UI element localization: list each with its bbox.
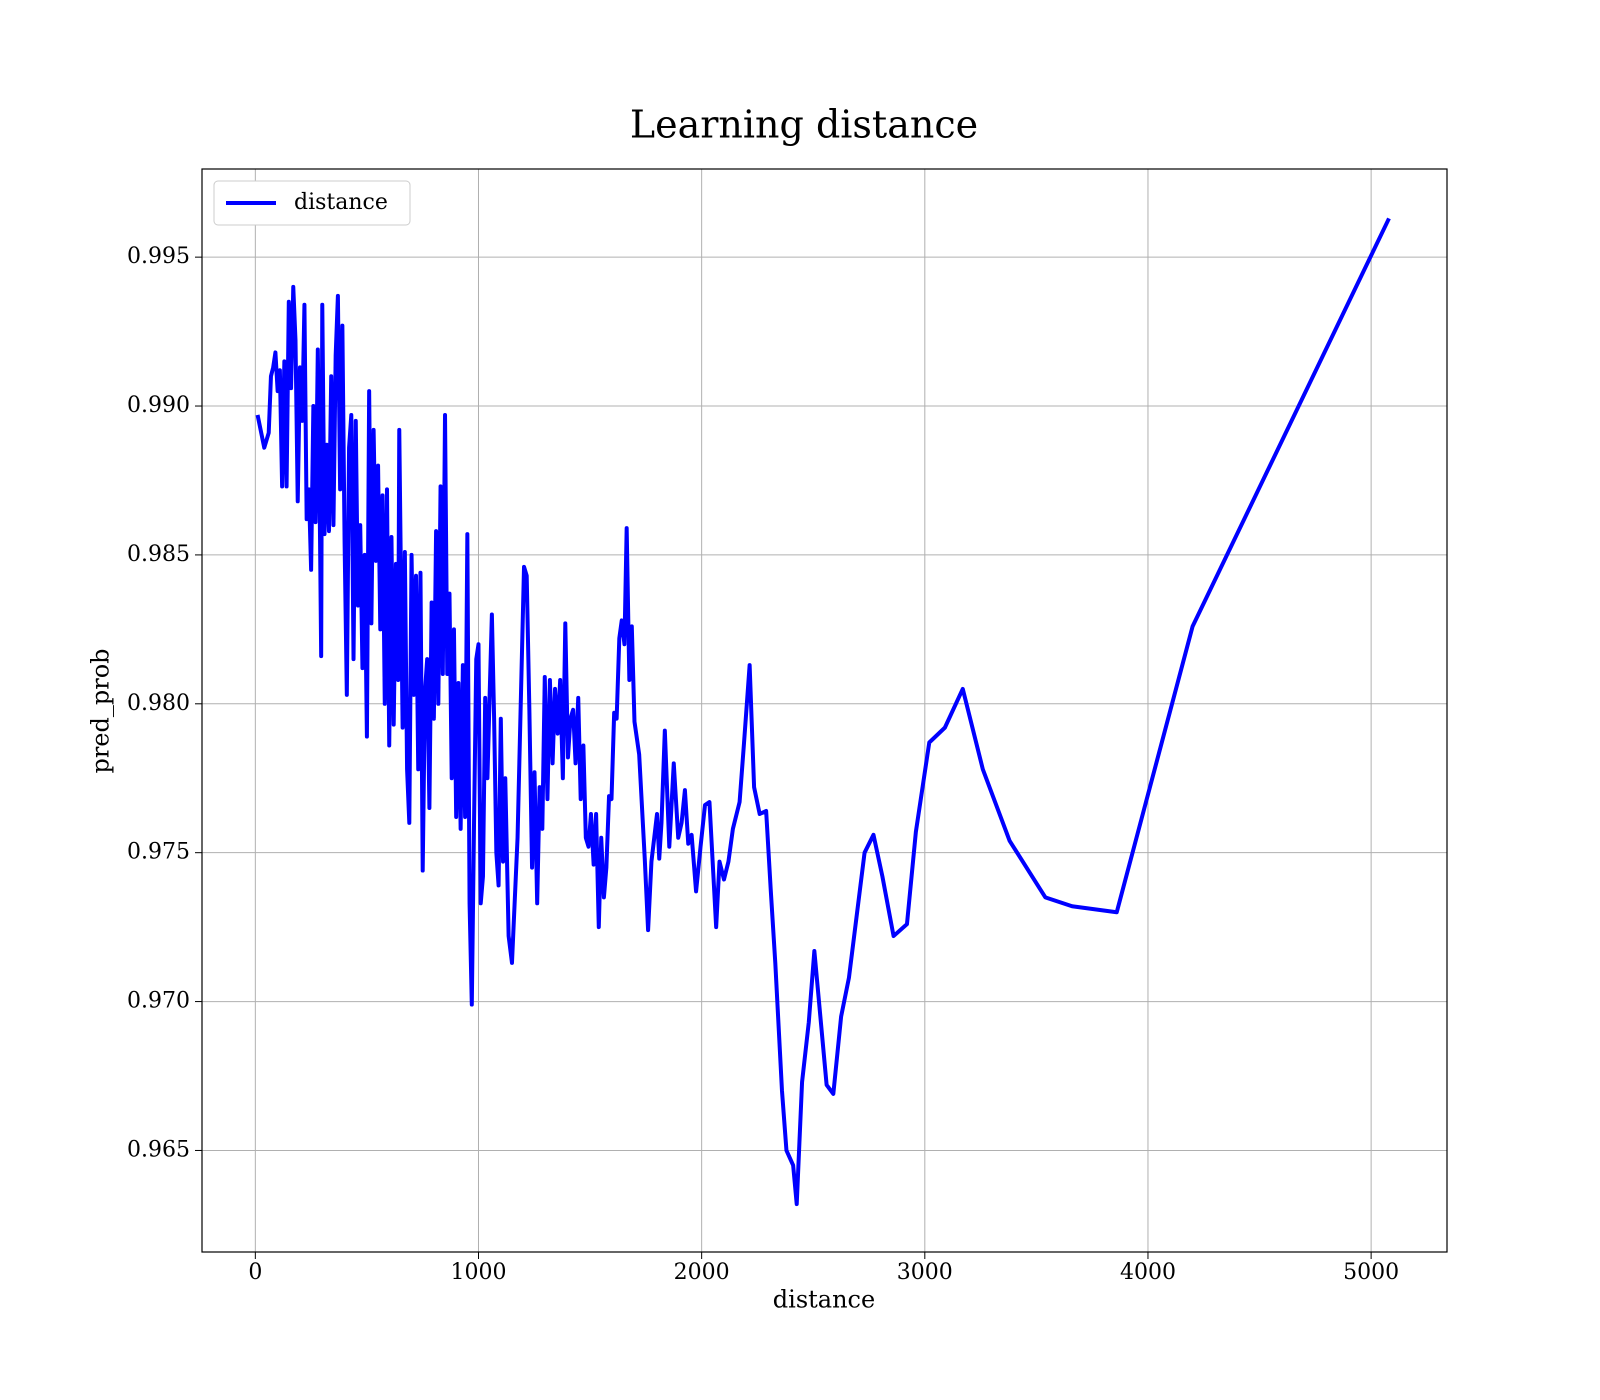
y-axis-label: pred_prob	[87, 648, 115, 773]
y-tick-label: 0.995	[127, 244, 190, 269]
legend-box	[213, 180, 411, 226]
plot-frame	[201, 168, 1448, 1253]
legend-label: distance	[294, 190, 388, 215]
x-tick-label: 4000	[1120, 1260, 1176, 1285]
y-tick-label: 0.965	[127, 1137, 190, 1162]
x-tick-label: 0	[248, 1260, 262, 1285]
x-axis-label: distance	[773, 1286, 875, 1314]
y-tick-label: 0.975	[127, 840, 190, 865]
y-tick-label: 0.970	[127, 989, 190, 1014]
x-tick-label: 3000	[897, 1260, 953, 1285]
y-tick-label: 0.990	[127, 393, 190, 418]
x-tick-label: 2000	[674, 1260, 730, 1285]
y-tick-label: 0.980	[127, 691, 190, 716]
y-tick-label: 0.985	[127, 542, 190, 567]
x-tick-label: 5000	[1343, 1260, 1399, 1285]
x-tick-label: 1000	[450, 1260, 506, 1285]
data-line	[255, 217, 1391, 1207]
chart-title: Learning distance	[630, 103, 978, 147]
